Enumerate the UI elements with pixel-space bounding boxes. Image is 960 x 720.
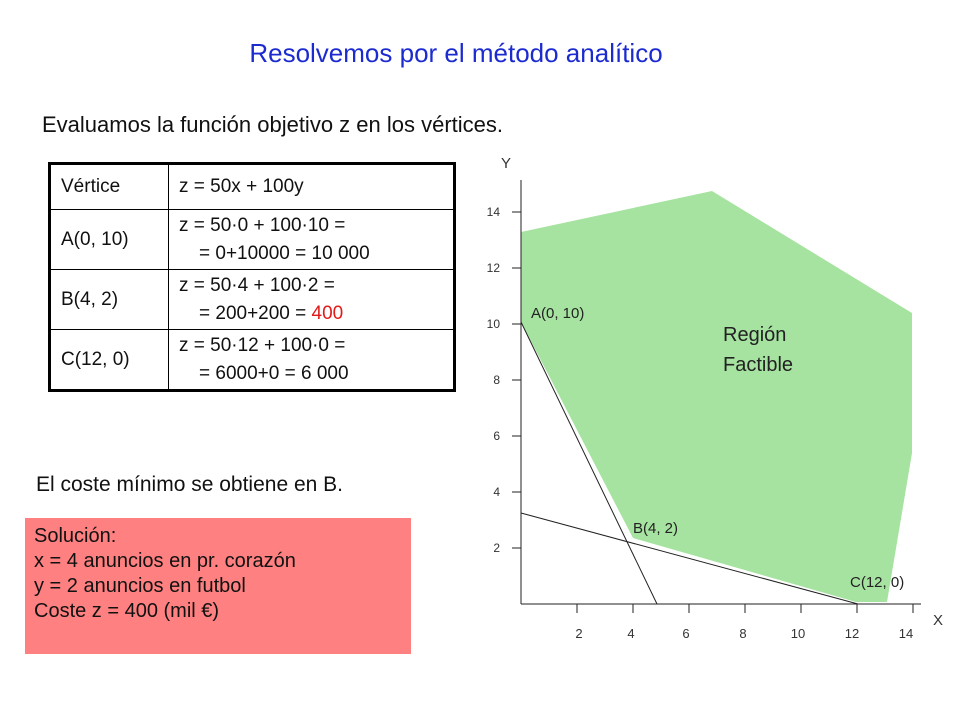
x-tick-label: 14: [899, 626, 913, 641]
y-tick-label: 12: [487, 261, 501, 275]
x-tick-label: 4: [627, 626, 634, 641]
vertex-cell: A(0, 10): [49, 209, 169, 270]
y-tick-label: 8: [493, 373, 500, 387]
solution-line: y = 2 anuncios en futbol: [34, 575, 246, 597]
evaluation-line2: = 0+10000 = 10 000: [179, 240, 443, 268]
vertex-cell: B(4, 2): [49, 269, 169, 330]
y-tick-label: 6: [493, 429, 500, 443]
x-tick-label: 10: [791, 626, 805, 641]
table-header-row: Vértice z = 50x + 100y: [49, 163, 455, 210]
evaluation-line2: = 6000+0 = 6 000: [179, 360, 443, 388]
x-axis-label: X: [933, 612, 943, 629]
x-tick-label: 8: [739, 626, 746, 641]
evaluation-line1: z = 50·0 + 100·10 =: [179, 214, 346, 236]
region-label: Región: [723, 324, 786, 346]
evaluation-prefix: = 200+200 =: [199, 302, 312, 324]
evaluation-line2: = 200+200 = 400: [179, 300, 443, 328]
table-row: C(12, 0) z = 50·12 + 100·0 = = 6000+0 = …: [49, 329, 455, 391]
vertex-label-c: C(12, 0): [850, 574, 904, 591]
evaluation-value: 6 000: [300, 362, 349, 384]
vertex-label-b: B(4, 2): [633, 520, 678, 537]
y-tick-label: 4: [493, 485, 500, 499]
solution-line: x = 4 anuncios en pr. corazón: [34, 550, 296, 572]
evaluation-value: 10 000: [311, 242, 370, 264]
x-tick-label: 12: [845, 626, 859, 641]
y-tick-label: 14: [487, 205, 501, 219]
evaluation-cell: z = 50·4 + 100·2 = = 200+200 = 400: [168, 269, 455, 330]
x-tick-label: 2: [575, 626, 582, 641]
evaluation-line1: z = 50·4 + 100·2 =: [179, 274, 335, 296]
evaluation-prefix: = 6000+0 =: [199, 362, 301, 384]
solution-box: Solución: x = 4 anuncios en pr. corazón …: [25, 518, 411, 654]
evaluation-line1: z = 50·12 + 100·0 =: [179, 334, 346, 356]
evaluation-prefix: = 0+10000 =: [199, 242, 312, 264]
y-tick-label: 10: [487, 317, 501, 331]
solution-line: Solución:: [34, 525, 117, 547]
page-title: Resolvemos por el método analítico: [249, 38, 663, 68]
constraint-line: [520, 321, 658, 605]
vertex-label-a: A(0, 10): [531, 305, 584, 322]
feasible-region: [521, 191, 912, 602]
min-cost-text: El coste mínimo se obtiene en B.: [36, 473, 343, 496]
evaluation-cell: z = 50·12 + 100·0 = = 6000+0 = 6 000: [168, 329, 455, 391]
table-row: A(0, 10) z = 50·0 + 100·10 = = 0+10000 =…: [49, 209, 455, 270]
x-tick-label: 6: [682, 626, 689, 641]
y-axis-label: Y: [501, 155, 511, 172]
table-row: B(4, 2) z = 50·4 + 100·2 = = 200+200 = 4…: [49, 269, 455, 330]
constraint-line: [520, 512, 859, 605]
solution-line: Coste z = 400 (mil €): [34, 600, 220, 622]
vertex-table: Vértice z = 50x + 100y A(0, 10) z = 50·0…: [48, 162, 456, 392]
intro-text: Evaluamos la función objetivo z en los v…: [42, 112, 504, 137]
x-ticks: [576, 604, 914, 613]
y-ticks: [512, 211, 521, 549]
header-vertex: Vértice: [49, 163, 169, 210]
minimum-value: 400: [311, 302, 344, 324]
y-tick-label: 2: [493, 541, 500, 555]
header-objective: z = 50x + 100y: [168, 163, 455, 210]
region-label: Factible: [723, 354, 793, 376]
